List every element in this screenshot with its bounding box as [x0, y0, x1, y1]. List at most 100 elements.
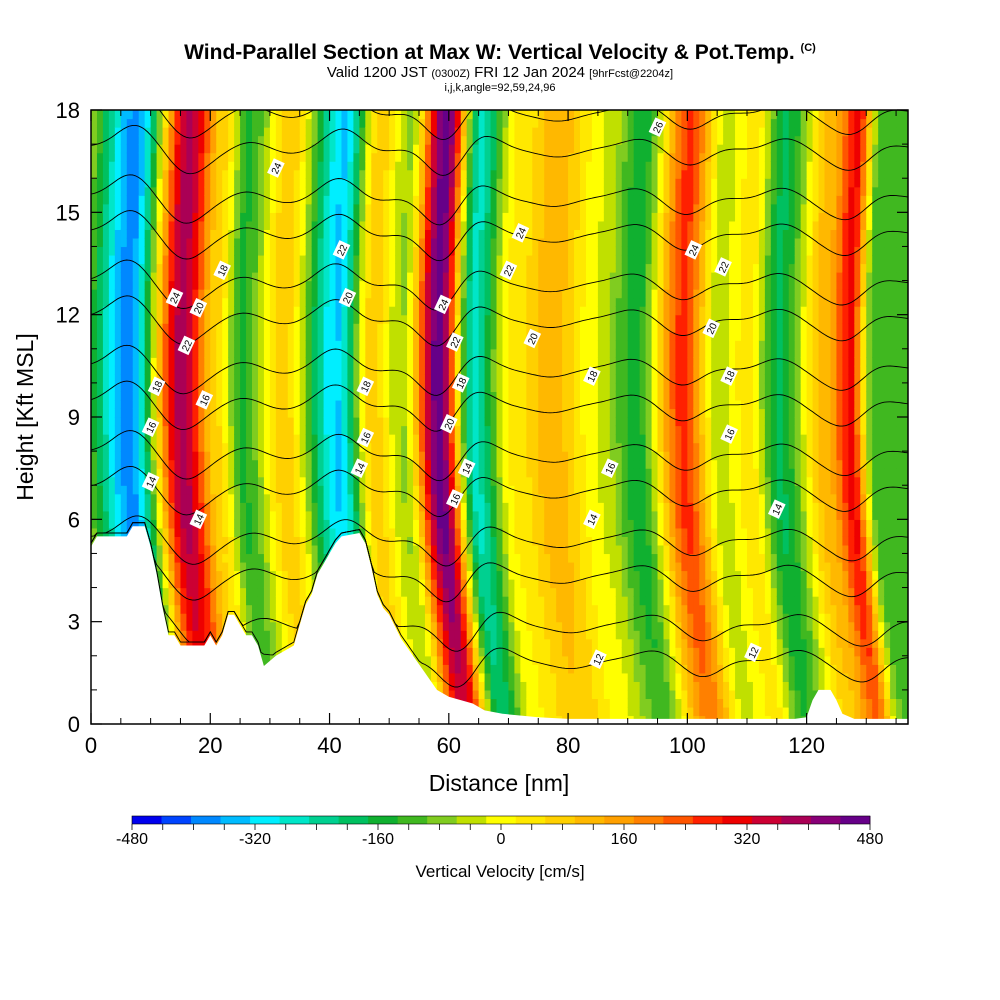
w-cell	[138, 186, 146, 196]
w-cell	[269, 527, 277, 537]
w-cell	[204, 425, 211, 435]
w-cell	[96, 476, 104, 486]
w-cell	[222, 118, 229, 128]
w-cell	[496, 314, 504, 324]
w-cell	[353, 237, 360, 248]
w-cell	[120, 246, 128, 256]
w-cell	[186, 510, 193, 520]
w-cell	[174, 365, 182, 375]
w-cell	[502, 672, 510, 682]
w-cell	[144, 323, 152, 333]
w-cell	[234, 323, 241, 333]
w-cell	[401, 382, 408, 393]
w-cell	[466, 212, 474, 222]
w-cell	[287, 485, 295, 495]
w-cell	[91, 323, 98, 333]
w-cell	[263, 502, 271, 512]
w-cell	[347, 323, 354, 333]
w-cell	[108, 161, 116, 171]
w-cell	[418, 519, 426, 529]
w-cell	[407, 272, 414, 282]
w-cell	[252, 417, 259, 427]
w-cell	[305, 169, 313, 179]
w-cell	[448, 502, 456, 512]
w-cell	[413, 485, 420, 495]
w-cell	[252, 152, 259, 162]
w-cell	[317, 127, 325, 137]
w-cell	[478, 297, 486, 307]
w-cell	[287, 340, 295, 350]
w-cell	[448, 647, 456, 657]
w-cell	[466, 229, 474, 239]
w-cell	[347, 527, 354, 537]
w-cell	[150, 110, 158, 120]
w-cell	[132, 434, 140, 444]
w-cell	[323, 280, 331, 290]
w-cell	[269, 382, 277, 393]
w-cell	[472, 451, 480, 461]
w-cell	[234, 587, 241, 597]
w-cell	[424, 493, 432, 503]
w-cell	[317, 272, 325, 282]
w-cell	[174, 417, 182, 427]
w-cell	[311, 425, 319, 435]
w-cell	[204, 348, 211, 358]
w-cell	[436, 110, 444, 120]
w-cell	[180, 417, 188, 427]
w-cell	[228, 314, 235, 324]
w-cell	[138, 229, 146, 239]
w-cell	[210, 280, 217, 290]
w-cell	[418, 127, 426, 137]
w-cell	[490, 493, 498, 503]
w-cell	[466, 382, 474, 393]
w-cell	[430, 451, 438, 461]
w-cell	[317, 374, 325, 384]
w-cell	[228, 417, 235, 427]
w-cell	[407, 459, 414, 469]
w-cell	[132, 152, 140, 162]
w-cell	[252, 186, 259, 196]
w-cell	[430, 118, 438, 128]
w-cell	[257, 493, 265, 503]
w-cell	[341, 178, 349, 188]
w-cell	[257, 314, 265, 324]
w-cell	[460, 544, 468, 555]
w-cell	[210, 254, 217, 265]
w-cell	[156, 186, 164, 196]
w-cell	[460, 527, 468, 537]
w-cell	[389, 476, 396, 486]
w-cell	[257, 527, 265, 537]
w-cell	[442, 630, 450, 640]
w-cell	[222, 374, 229, 384]
w-cell	[216, 374, 223, 384]
w-cell	[91, 246, 98, 256]
w-cell	[383, 297, 390, 307]
w-cell	[424, 647, 432, 657]
w-cell	[269, 246, 277, 256]
w-cell	[341, 365, 349, 375]
w-cell	[472, 613, 480, 623]
w-cell	[222, 152, 229, 162]
w-cell	[108, 272, 116, 282]
w-cell	[448, 144, 456, 154]
w-cell	[448, 272, 456, 282]
w-cell	[341, 306, 349, 316]
w-cell	[353, 280, 360, 290]
w-cell	[377, 459, 384, 469]
w-cell	[216, 434, 223, 444]
w-cell	[448, 544, 456, 555]
w-cell	[305, 348, 313, 358]
w-cell	[460, 689, 468, 700]
w-cell	[317, 519, 325, 529]
w-cell	[102, 468, 110, 478]
w-cell	[210, 118, 217, 128]
w-cell	[442, 579, 450, 589]
w-cell	[162, 127, 170, 137]
w-cell	[114, 229, 122, 239]
w-cell	[353, 212, 360, 222]
w-cell	[365, 297, 372, 307]
w-cell	[430, 323, 438, 333]
w-cell	[335, 203, 343, 213]
w-cell	[407, 195, 414, 205]
w-cell	[424, 331, 432, 341]
